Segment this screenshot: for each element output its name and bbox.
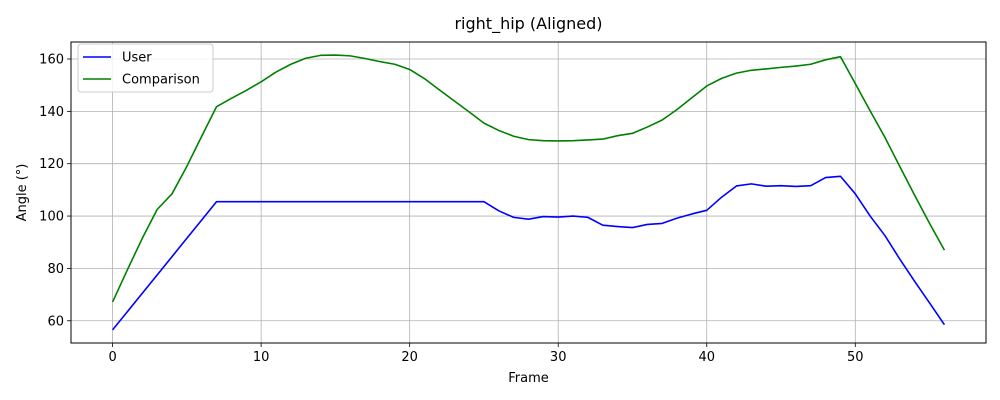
- x-tick-label: 50: [847, 350, 864, 365]
- y-tick-label: 140: [39, 105, 64, 120]
- x-tick-label: 40: [698, 350, 715, 365]
- y-tick-label: 160: [39, 53, 64, 68]
- axis-ticks: 0 10 20 30 40 50 60 80 100 120 140 160: [39, 53, 863, 365]
- y-tick-label: 60: [47, 314, 64, 329]
- x-tick-label: 20: [401, 350, 418, 365]
- x-tick-label: 30: [550, 350, 567, 365]
- x-tick-label: 0: [108, 350, 116, 365]
- x-tick-label: 10: [253, 350, 270, 365]
- y-tick-label: 100: [39, 210, 64, 225]
- legend-label-comparison: Comparison: [122, 73, 200, 88]
- y-axis-label: Angle (°): [15, 164, 30, 222]
- x-axis-label: Frame: [508, 371, 549, 386]
- series-line-comparison: [111, 54, 946, 303]
- plot-area-frame: [70, 41, 987, 344]
- chart-title: right_hip (Aligned): [454, 14, 602, 34]
- y-tick-label: 80: [47, 262, 64, 277]
- legend: User Comparison: [77, 43, 214, 93]
- series-line-user: [111, 175, 946, 331]
- grid-lines: [71, 42, 986, 343]
- legend-label-user: User: [122, 51, 152, 66]
- series-lines: [111, 54, 946, 331]
- y-tick-label: 120: [39, 157, 64, 172]
- legend-box: [77, 43, 214, 93]
